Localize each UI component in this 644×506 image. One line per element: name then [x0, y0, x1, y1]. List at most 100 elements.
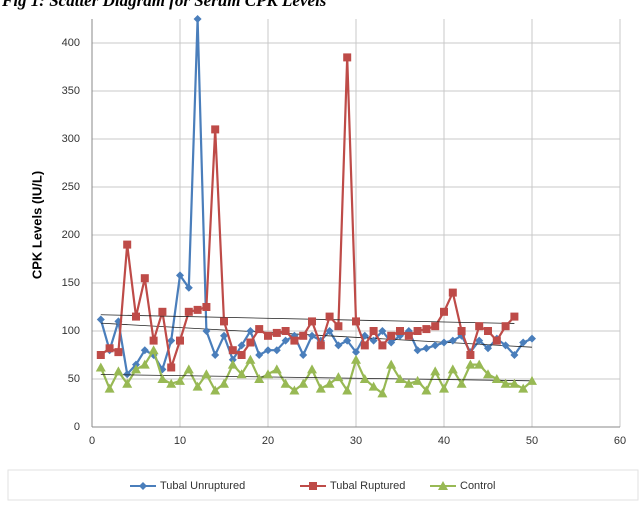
point: [183, 364, 194, 374]
point: [280, 378, 291, 388]
chart-title: Fig 1: Scatter Diagram for Serum CPK Lev…: [1, 0, 327, 10]
point: [96, 351, 105, 359]
y-tick-label: 200: [62, 229, 80, 241]
point: [158, 307, 167, 316]
y-tick-label: 350: [62, 85, 80, 97]
point: [176, 271, 184, 280]
point: [123, 240, 132, 249]
legend-label: Tubal Unruptured: [160, 480, 245, 492]
x-tick-label: 50: [526, 435, 538, 447]
point: [246, 327, 255, 335]
y-tick-label: 250: [62, 181, 80, 193]
point: [167, 363, 176, 372]
point: [395, 374, 405, 383]
point: [104, 383, 115, 393]
point: [448, 336, 457, 345]
point: [272, 346, 281, 355]
point: [500, 378, 511, 388]
point: [378, 327, 387, 335]
point: [176, 336, 184, 345]
legend-label: Tubal Ruptured: [330, 480, 405, 492]
point: [255, 325, 264, 334]
trendline: [100, 374, 533, 382]
y-tick-label: 150: [62, 277, 80, 289]
point: [396, 327, 404, 335]
point: [404, 331, 413, 340]
point: [148, 345, 159, 355]
point: [352, 317, 360, 326]
point: [299, 331, 308, 340]
point: [236, 369, 247, 379]
point: [123, 370, 132, 379]
point: [272, 328, 281, 337]
point: [510, 312, 519, 321]
point: [325, 327, 334, 335]
x-tick-label: 40: [438, 435, 450, 447]
point: [439, 383, 449, 393]
point: [114, 348, 123, 357]
point: [448, 288, 457, 297]
point: [527, 375, 537, 385]
point: [201, 369, 212, 379]
point: [202, 303, 211, 311]
point: [290, 336, 299, 345]
point: [211, 125, 220, 134]
point: [192, 381, 203, 391]
point: [220, 331, 228, 340]
point: [447, 364, 458, 374]
point: [202, 327, 211, 335]
point: [440, 307, 448, 316]
x-tick-label: 0: [89, 435, 95, 447]
point: [484, 344, 492, 353]
point: [325, 312, 334, 321]
point: [255, 351, 264, 359]
legend-marker: [438, 481, 448, 490]
point: [466, 351, 475, 359]
point: [368, 381, 379, 391]
point: [211, 351, 220, 359]
point: [334, 322, 343, 331]
point: [299, 351, 308, 359]
point: [140, 274, 149, 283]
point: [431, 322, 440, 331]
point: [193, 305, 202, 314]
point: [281, 336, 290, 345]
point: [227, 359, 238, 369]
x-tick-label: 60: [614, 435, 626, 447]
point: [475, 322, 484, 331]
y-tick-label: 50: [68, 373, 80, 385]
point: [166, 378, 177, 388]
y-tick-label: 100: [62, 325, 80, 337]
legend-marker: [139, 482, 147, 490]
point: [352, 348, 360, 357]
point: [369, 327, 378, 335]
point: [412, 375, 423, 385]
point: [289, 385, 300, 395]
point: [360, 341, 369, 350]
point: [474, 359, 485, 369]
point: [140, 346, 149, 355]
point: [413, 327, 422, 335]
point: [386, 359, 397, 369]
point: [228, 346, 237, 355]
x-tick-label: 20: [262, 435, 274, 447]
legend-frame: [7, 469, 639, 501]
trendline: [100, 314, 515, 324]
point: [122, 378, 133, 388]
point: [528, 334, 536, 343]
point: [501, 341, 510, 350]
point: [220, 317, 228, 326]
point: [465, 359, 476, 369]
x-tick-label: 30: [350, 435, 362, 447]
point: [492, 336, 501, 345]
point: [237, 351, 246, 359]
point: [219, 378, 229, 388]
point: [254, 374, 265, 383]
legend-label: Control: [460, 480, 495, 492]
point: [422, 325, 431, 334]
point: [184, 283, 193, 292]
point: [271, 364, 282, 374]
point: [378, 341, 387, 350]
point: [308, 317, 316, 326]
